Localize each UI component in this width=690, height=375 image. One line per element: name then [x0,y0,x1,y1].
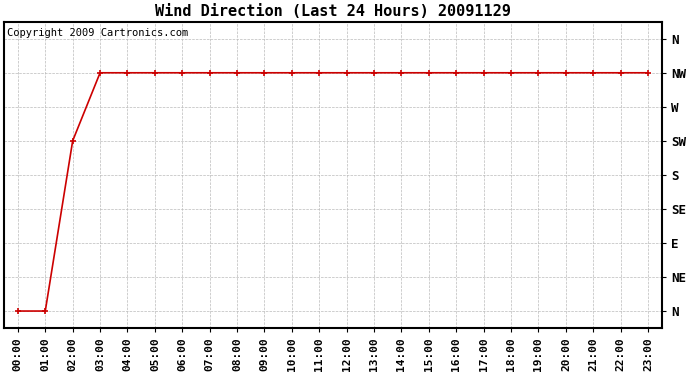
Text: Copyright 2009 Cartronics.com: Copyright 2009 Cartronics.com [8,28,188,38]
Title: Wind Direction (Last 24 Hours) 20091129: Wind Direction (Last 24 Hours) 20091129 [155,4,511,19]
